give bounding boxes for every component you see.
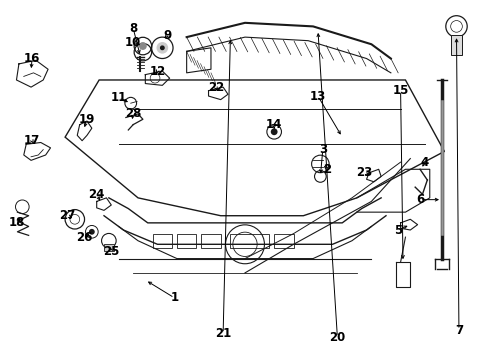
- Text: 24: 24: [89, 188, 105, 201]
- Text: 8: 8: [129, 22, 137, 35]
- Text: 23: 23: [356, 166, 372, 179]
- Text: 2: 2: [323, 163, 332, 176]
- Text: 28: 28: [125, 107, 141, 120]
- Circle shape: [89, 229, 95, 235]
- Text: 9: 9: [163, 29, 172, 42]
- Circle shape: [160, 45, 165, 50]
- Text: 21: 21: [215, 327, 231, 340]
- Text: 1: 1: [171, 291, 178, 305]
- Text: 16: 16: [24, 52, 40, 65]
- Text: 11: 11: [110, 91, 127, 104]
- FancyBboxPatch shape: [104, 244, 114, 251]
- Text: 3: 3: [318, 143, 327, 156]
- Text: 4: 4: [421, 156, 429, 168]
- Text: 25: 25: [103, 245, 120, 258]
- FancyBboxPatch shape: [451, 35, 463, 55]
- Text: 6: 6: [416, 193, 424, 206]
- Bar: [201, 234, 220, 248]
- Text: 12: 12: [149, 64, 166, 77]
- Text: 17: 17: [24, 134, 40, 147]
- Bar: [177, 234, 196, 248]
- Bar: [274, 234, 294, 248]
- Text: 22: 22: [208, 81, 224, 94]
- Text: 14: 14: [266, 118, 282, 131]
- Text: 26: 26: [76, 231, 93, 244]
- Bar: [230, 234, 270, 248]
- Text: 15: 15: [392, 84, 409, 97]
- Circle shape: [139, 42, 147, 50]
- Text: 18: 18: [8, 216, 24, 229]
- Text: 7: 7: [455, 324, 463, 337]
- Text: 5: 5: [394, 224, 402, 237]
- Text: 19: 19: [79, 113, 95, 126]
- Text: 10: 10: [125, 36, 141, 49]
- Text: 13: 13: [310, 90, 326, 103]
- Circle shape: [271, 129, 277, 135]
- Bar: [152, 234, 172, 248]
- Text: 27: 27: [59, 209, 75, 222]
- Circle shape: [156, 42, 168, 54]
- Text: 20: 20: [329, 331, 345, 344]
